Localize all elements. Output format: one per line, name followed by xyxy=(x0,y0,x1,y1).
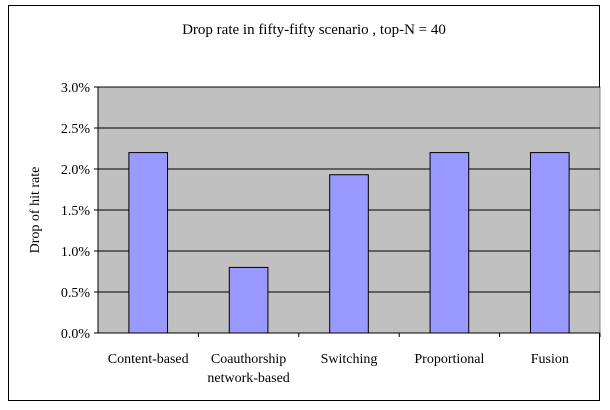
chart-title: Drop rate in fifty-fifty scenario , top-… xyxy=(182,22,446,38)
x-axis-ticks: Content-based Coauthorship network-based Sw… xyxy=(108,333,601,386)
bars xyxy=(128,152,570,334)
y-axis-ticks: 0.0% 0.5% 1.0% 1.5% 2.0% 2.5% 3.0% xyxy=(61,81,600,342)
y-tick-label: 1.0% xyxy=(61,245,91,260)
y-axis-label: Drop of hit rate xyxy=(28,167,43,254)
x-tick-label: Fusion xyxy=(531,352,569,367)
bar xyxy=(529,152,570,334)
y-tick-label: 0.5% xyxy=(61,286,91,301)
bar xyxy=(128,152,169,334)
y-tick-label: 0.0% xyxy=(61,327,91,342)
x-tick-label: Proportional xyxy=(414,352,484,367)
bar xyxy=(228,266,269,334)
bar xyxy=(429,152,470,334)
y-tick-label: 2.0% xyxy=(61,163,91,178)
x-tick-label: Switching xyxy=(321,352,378,367)
x-tick-label: Content-based xyxy=(108,352,189,367)
y-tick-label: 1.5% xyxy=(61,204,91,219)
y-tick-label: 2.5% xyxy=(61,122,91,137)
y-tick-label: 3.0% xyxy=(61,81,91,96)
x-tick-label: Coauthorship network-based xyxy=(207,352,289,386)
bar xyxy=(329,174,369,334)
